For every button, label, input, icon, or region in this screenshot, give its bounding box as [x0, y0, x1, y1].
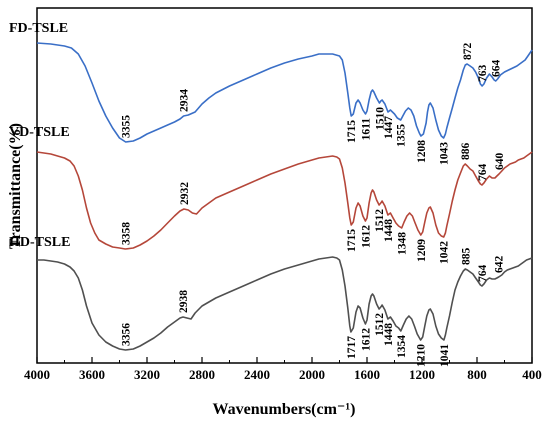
series-label-fd-tsle: FD-TSLE — [9, 21, 68, 36]
peak-label-hd-tsle: 1448 — [383, 323, 395, 346]
peak-label-fd-tsle: 1611 — [361, 118, 373, 141]
series-line-fd-tsle — [36, 42, 533, 143]
peak-label-vd-tsle: 1512 — [374, 209, 386, 232]
peak-label-hd-tsle: 642 — [494, 256, 506, 274]
peak-label-vd-tsle: 1209 — [416, 239, 428, 262]
peak-label-fd-tsle: 1447 — [383, 116, 395, 139]
x-axis-ticks: 4000 3600 3200 2800 2400 2000 1600 1200 800 400 — [24, 357, 542, 382]
peak-label-fd-tsle: 3355 — [121, 115, 133, 138]
peak-label-vd-tsle: 1715 — [346, 229, 358, 252]
series-labels: FD-TSLE VD-TSLE HD-TSLE — [9, 21, 70, 250]
peak-label-vd-tsle: 886 — [460, 143, 472, 161]
y-axis-title: Transmittance(%) — [7, 123, 24, 249]
peak-label-vd-tsle: 2932 — [179, 182, 191, 205]
peak-label-fd-tsle: 763 — [477, 65, 489, 83]
peak-label-hd-tsle: 1612 — [360, 328, 372, 351]
x-tick-label: 1600 — [354, 367, 380, 382]
peak-label-hd-tsle: 1210 — [416, 344, 428, 367]
peak-label-vd-tsle: 1612 — [360, 225, 372, 248]
x-tick-label: 4000 — [24, 367, 50, 382]
x-tick-label: 1200 — [409, 367, 435, 382]
peak-label-hd-tsle: 885 — [460, 248, 472, 266]
peak-label-fd-tsle: 1510 — [374, 107, 386, 130]
x-tick-label: 2000 — [299, 367, 325, 382]
x-tick-label: 400 — [522, 367, 542, 382]
peak-label-hd-tsle: 3356 — [121, 323, 133, 346]
x-tick-label: 2400 — [244, 367, 270, 382]
peak-label-hd-tsle: 1354 — [396, 335, 408, 358]
series-label-hd-tsle: HD-TSLE — [9, 235, 70, 250]
peak-label-vd-tsle: 640 — [494, 153, 506, 171]
peak-label-fd-tsle: 1715 — [346, 120, 358, 143]
x-tick-label: 3600 — [79, 367, 105, 382]
peak-label-vd-tsle: 1042 — [439, 241, 451, 264]
peak-label-vd-tsle: 1448 — [383, 219, 395, 242]
peak-label-vd-tsle: 764 — [477, 164, 489, 182]
peak-label-fd-tsle: 1043 — [439, 142, 451, 165]
peak-label-fd-tsle: 872 — [462, 43, 474, 61]
peak-label-fd-tsle: 664 — [491, 60, 503, 78]
peak-label-fd-tsle: 1208 — [416, 140, 428, 163]
plot-frame — [36, 7, 533, 364]
x-tick-label: 3200 — [134, 367, 160, 382]
peak-label-fd-tsle: 2934 — [179, 89, 191, 112]
peak-label-hd-tsle: 2938 — [178, 290, 190, 313]
series-line-hd-tsle — [37, 256, 533, 351]
peak-label-hd-tsle: 1041 — [439, 344, 451, 367]
peak-label-vd-tsle: 1348 — [397, 232, 409, 255]
peak-label-hd-tsle: 1512 — [374, 313, 386, 336]
series-line-vd-tsle — [36, 151, 533, 250]
peak-label-hd-tsle: 1717 — [346, 336, 358, 359]
peak-label-vd-tsle: 3358 — [120, 222, 132, 245]
x-tick-label: 800 — [467, 367, 487, 382]
x-axis-title: Wavenumbers(cm⁻¹) — [213, 401, 356, 418]
series-layer — [36, 42, 533, 351]
peak-label-hd-tsle: 764 — [477, 265, 489, 283]
x-tick-label: 2800 — [189, 367, 215, 382]
series-label-vd-tsle: VD-TSLE — [9, 125, 70, 140]
peak-label-fd-tsle: 1355 — [396, 124, 408, 147]
